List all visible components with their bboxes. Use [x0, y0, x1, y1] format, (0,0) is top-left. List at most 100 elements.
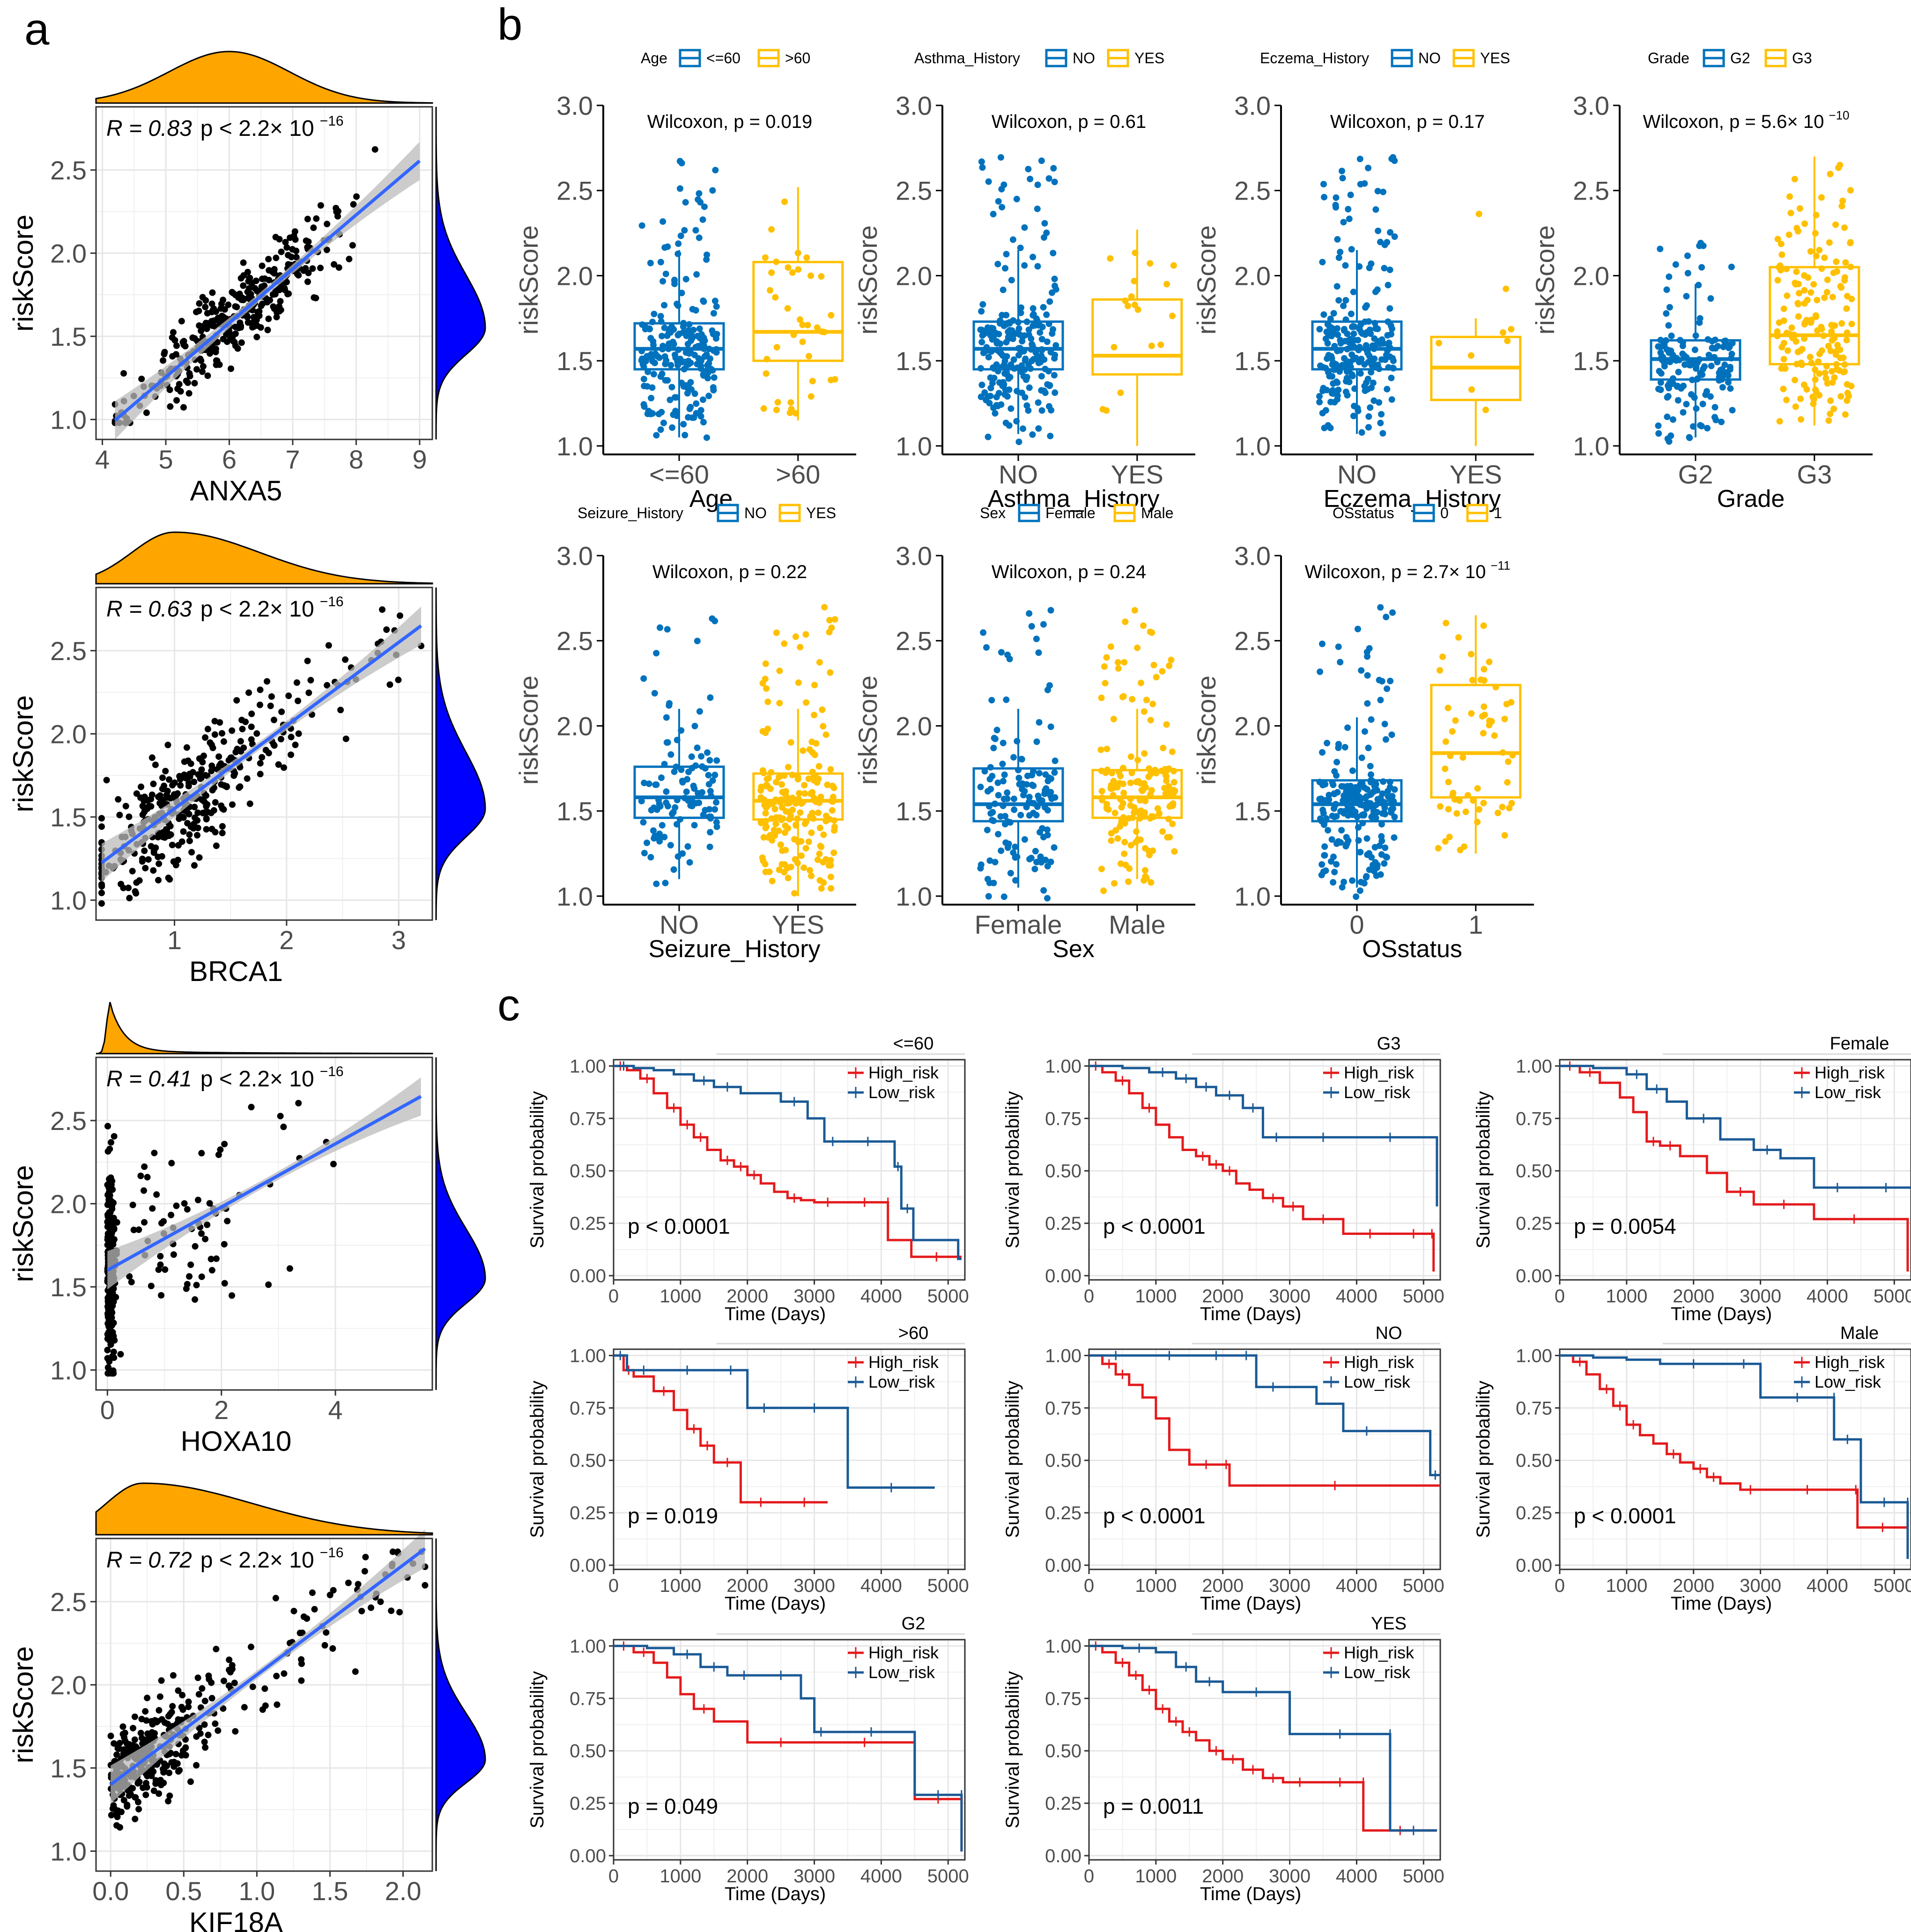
b3-jitter-point [1320, 181, 1327, 188]
b1-y-axis-label: riskScore [514, 225, 543, 334]
b3-jitter-point [1343, 360, 1350, 367]
a1-point [183, 378, 190, 385]
b2-legend-title: Asthma_History [914, 50, 1020, 67]
b6-jitter-point [1028, 623, 1035, 630]
b2-jitter-point [1128, 293, 1135, 300]
b2-jitter-point [1007, 405, 1015, 412]
b6-jitter-point [989, 817, 996, 824]
b7-jitter-point [1445, 806, 1452, 813]
b4-jitter-point [1799, 346, 1806, 353]
b2-jitter-point [1023, 318, 1030, 325]
a3-point [184, 1206, 191, 1213]
b6-jitter-point [1104, 766, 1111, 773]
b4-jitter-point [1698, 423, 1705, 430]
b1-jitter-point [644, 368, 652, 375]
b2-jitter-point [979, 164, 986, 171]
panel-letter-c: c [497, 980, 520, 1030]
a1-point [207, 350, 214, 357]
a4-point [111, 1740, 118, 1747]
a4-point [352, 1668, 359, 1675]
b2-jitter-point [991, 374, 998, 381]
c2-y-tick-label: 0.75 [1045, 1108, 1081, 1129]
c5-x-axis-label: Time (Days) [1200, 1593, 1301, 1614]
b6-jitter-point [1044, 807, 1051, 814]
b2-jitter-point [1050, 250, 1057, 257]
b5-jitter-point [641, 780, 648, 787]
a3-point [113, 1219, 120, 1226]
b4-jitter-point [1784, 347, 1791, 354]
b5-jitter-point [762, 660, 769, 667]
a4-point [298, 1656, 305, 1663]
b3-legend-label: YES [1480, 50, 1510, 67]
b2-jitter-point [1019, 425, 1026, 432]
b1-jitter-point [804, 321, 811, 328]
b7-jitter-point [1363, 874, 1370, 881]
b4-jitter-point [1793, 225, 1800, 232]
b4-jitter-point [1807, 248, 1814, 255]
b6-jitter-point [1118, 804, 1125, 811]
a2-point [248, 710, 255, 717]
a2-point [98, 883, 105, 890]
b1-jitter-point [657, 312, 664, 320]
a3-point [162, 1266, 169, 1273]
b1-jitter-point [710, 384, 717, 391]
b4-jitter-point [1675, 369, 1682, 376]
b1-jitter-point [680, 323, 687, 330]
b6-jitter-point [1140, 622, 1147, 629]
b7-jitter-point [1319, 806, 1326, 813]
b1-jitter-point [673, 394, 680, 401]
b4-jitter-point [1812, 230, 1819, 237]
b6-stat-label: Wilcoxon, [992, 562, 1078, 582]
c6-y-tick-label: 0.25 [1516, 1503, 1552, 1523]
b3-jitter-point [1387, 331, 1394, 338]
b5-jitter-point [713, 799, 720, 806]
a3-point [280, 1123, 287, 1130]
b4-jitter-point [1661, 342, 1668, 349]
b3-jitter-point [1475, 210, 1482, 217]
a2-point [262, 747, 269, 754]
b6-jitter-point [1026, 794, 1033, 801]
a2-point [239, 726, 246, 733]
a3-y-tick-label: 1.5 [50, 1272, 87, 1302]
b6-jitter-point [1014, 738, 1021, 745]
b2-jitter-point [1037, 358, 1044, 365]
b7-jitter-point [1367, 771, 1374, 778]
a2-point [145, 797, 152, 804]
b2-jitter-point [986, 400, 993, 407]
c5-y-tick-label: 0.25 [1045, 1503, 1081, 1523]
b4-jitter-point [1784, 292, 1791, 299]
b5-jitter-point [825, 862, 832, 869]
a2-point [126, 813, 133, 820]
b4-jitter-point [1834, 347, 1841, 354]
b7-jitter-point [1442, 738, 1449, 745]
b4-legend-label: G3 [1792, 50, 1812, 67]
b3-jitter-point [1330, 310, 1337, 317]
b3-jitter-point [1356, 156, 1363, 163]
b5-jitter-point [768, 769, 775, 776]
b6-jitter-point [1129, 696, 1136, 703]
c5-strata-title: NO [1376, 1323, 1402, 1343]
a1-point [120, 370, 127, 377]
a4-point [148, 1772, 155, 1779]
c2-x-tick-label: 4000 [1336, 1286, 1378, 1307]
a2-point [208, 762, 215, 769]
b4-jitter-point [1786, 193, 1793, 200]
b2-jitter-point [1027, 176, 1034, 183]
b2-jitter-point [1025, 331, 1032, 338]
b7-y-tick-label: 2.0 [1234, 711, 1271, 741]
a2-point [181, 758, 188, 765]
b7-jitter-point [1382, 844, 1389, 851]
b2-jitter-point [1040, 304, 1047, 311]
b3-jitter-point [1372, 324, 1379, 331]
b2-jitter-point [1034, 205, 1041, 212]
b6-jitter-point [1119, 693, 1126, 700]
b7-jitter-point [1333, 758, 1341, 765]
a1-point [166, 386, 173, 394]
b5-jitter-point [658, 774, 665, 781]
b1-jitter-point [807, 272, 815, 279]
a1-point [259, 262, 266, 269]
c2-y-tick-label: 0.00 [1045, 1266, 1081, 1286]
b4-jitter-point [1666, 304, 1673, 311]
b3-y-tick-label: 1.0 [1234, 431, 1271, 461]
b5-jitter-point [830, 784, 837, 791]
